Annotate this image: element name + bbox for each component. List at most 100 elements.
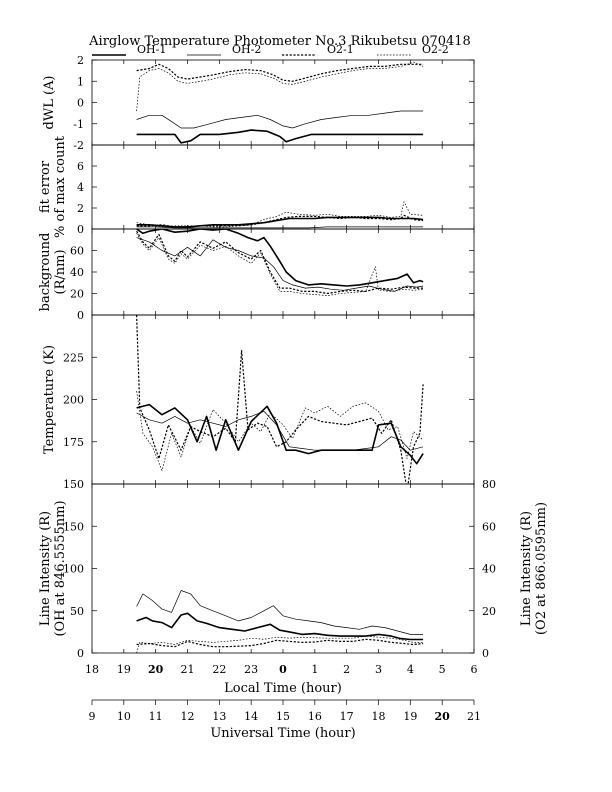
local-time-tick-label: 6 [471, 663, 478, 676]
panel-frame [91, 483, 475, 654]
local-time-tick-label: 3 [375, 663, 382, 676]
legend-entry-o2-1: O2-1 [282, 43, 354, 56]
series-fit_error-o2-1 [136, 214, 424, 228]
universal-time-tick-label: 18 [372, 710, 386, 723]
y-tick-label: 60 [70, 245, 84, 258]
universal-time-tick-label: 10 [117, 710, 131, 723]
series-dwl-o2-1 [136, 63, 424, 82]
series-temperature-o2-2 [136, 391, 424, 471]
y-axis-title-line: (R/nm) [53, 249, 68, 294]
y-tick-label: 2 [77, 54, 84, 67]
series-line_intensity-oh-2 [136, 590, 424, 635]
right-y-axis-title-line: (O2 at 866.0595nm) [534, 502, 549, 635]
legend-label: OH-2 [232, 43, 261, 56]
y-tick-label: 0 [77, 647, 84, 660]
right-y-tick-label: 60 [482, 520, 496, 533]
local-time-tick-label: 4 [407, 663, 414, 676]
universal-time-tick-label: 15 [276, 710, 290, 723]
universal-time-tick-label: 20 [435, 710, 451, 723]
y-tick-label: 1 [77, 75, 84, 88]
y-axis-title-line: background [38, 233, 53, 312]
series-fit_error-oh-1 [136, 216, 424, 228]
y-axis-title-line: fit error [38, 160, 53, 213]
y-axis-title-background: background(R/nm) [38, 233, 68, 312]
local-time-tick-label: 20 [148, 663, 164, 676]
universal-time-axis-title: Universal Time (hour) [210, 726, 355, 741]
series-background-oh-2 [136, 237, 424, 292]
local-time-tick-label: 22 [212, 663, 226, 676]
y-axis-title-dwl: dWL (A) [42, 76, 57, 130]
right-y-tick-label: 40 [482, 563, 496, 576]
series-line_intensity-o2-2 [136, 635, 424, 653]
local-time-tick-label: 21 [181, 663, 195, 676]
y-tick-label: 150 [63, 520, 84, 533]
legend-label: O2-1 [327, 43, 354, 56]
chart-title: Airglow Temperature Photometer No.3 Riku… [88, 34, 471, 49]
series-temperature-o2-1 [136, 315, 424, 484]
y-axis-title-line: Temperature (K) [42, 345, 57, 454]
series-group [136, 201, 424, 229]
panel-frame [91, 59, 475, 146]
y-tick-label: 4 [77, 181, 84, 194]
legend-entry-oh-2: OH-2 [187, 43, 261, 56]
series-background-oh-1 [136, 229, 424, 287]
y-tick-label: 0 [77, 97, 84, 110]
y-axis-title-line_intensity: Line Intensity (R)(OH at 846.5555nm) [38, 500, 68, 636]
series-dwl-oh-2 [136, 110, 424, 129]
y-tick-label: 175 [63, 436, 84, 449]
y-tick-label: 50 [70, 605, 84, 618]
local-time-tick-label: 1 [311, 663, 318, 676]
y-tick-label: 0 [77, 223, 84, 236]
y-axis-title-line: % of max count [53, 135, 68, 238]
panel-frame [91, 314, 475, 485]
local-time-tick-label: 2 [343, 663, 350, 676]
universal-time-tick-label: 13 [212, 710, 226, 723]
series-background-o2-1 [136, 230, 424, 295]
y-tick-label: 20 [70, 288, 84, 301]
right-y-tick-label: 0 [482, 647, 489, 660]
series-temperature-oh-1 [136, 403, 424, 465]
y-tick-label: 40 [70, 266, 84, 279]
right-y-tick-label: 20 [482, 605, 496, 618]
y-tick-label: 6 [77, 160, 84, 173]
y-tick-label: 150 [63, 478, 84, 491]
series-group [136, 315, 424, 484]
legend-entry-o2-2: O2-2 [377, 43, 449, 56]
y-axis-title-temperature: Temperature (K) [42, 345, 57, 454]
legend-label: O2-2 [422, 43, 449, 56]
y-axis-title-line: dWL (A) [42, 76, 57, 130]
universal-time-tick-label: 11 [149, 710, 163, 723]
y-tick-label: 225 [63, 351, 84, 364]
series-group [136, 590, 424, 653]
series-temperature-oh-2 [136, 410, 424, 451]
series-dwl-oh-1 [136, 129, 424, 144]
local-time-tick-label: 5 [439, 663, 446, 676]
y-tick-label: 2 [77, 202, 84, 215]
panel-dwl: -2 -1 0 1 2 dWL (A) [42, 54, 475, 152]
universal-time-tick-label: 19 [403, 710, 417, 723]
universal-time-tick-label: 9 [89, 710, 96, 723]
legend-entry-oh-1: OH-1 [92, 43, 166, 56]
local-time-axis-title: Local Time (hour) [224, 681, 342, 696]
universal-time-tick-label: 12 [181, 710, 195, 723]
legend-label: OH-1 [137, 43, 166, 56]
local-time-tick-label: 18 [85, 663, 99, 676]
panel-frame [91, 144, 475, 230]
universal-time-tick-label: 21 [467, 710, 481, 723]
panel-fit_error: 0 2 4 6 fit error% of max count [38, 135, 475, 238]
y-axis-title-fit_error: fit error% of max count [38, 135, 68, 238]
y-tick-label: 0 [77, 309, 84, 322]
panel-temperature: 150 175 200 225 Temperature (K) [42, 314, 475, 491]
right-y-tick-label: 80 [482, 478, 496, 491]
local-time-tick-label: 0 [279, 663, 287, 676]
series-fit_error-oh-2 [136, 226, 424, 229]
local-time-tick-label: 19 [117, 663, 131, 676]
series-background-o2-2 [136, 233, 424, 296]
series-line_intensity-oh-1 [136, 612, 424, 641]
series-fit_error-o2-2 [136, 201, 424, 228]
y-tick-label: -1 [73, 118, 84, 131]
right-y-axis-title: Line Intensity (R)(O2 at 866.0595nm) [519, 502, 549, 635]
y-tick-label: -2 [73, 139, 84, 152]
